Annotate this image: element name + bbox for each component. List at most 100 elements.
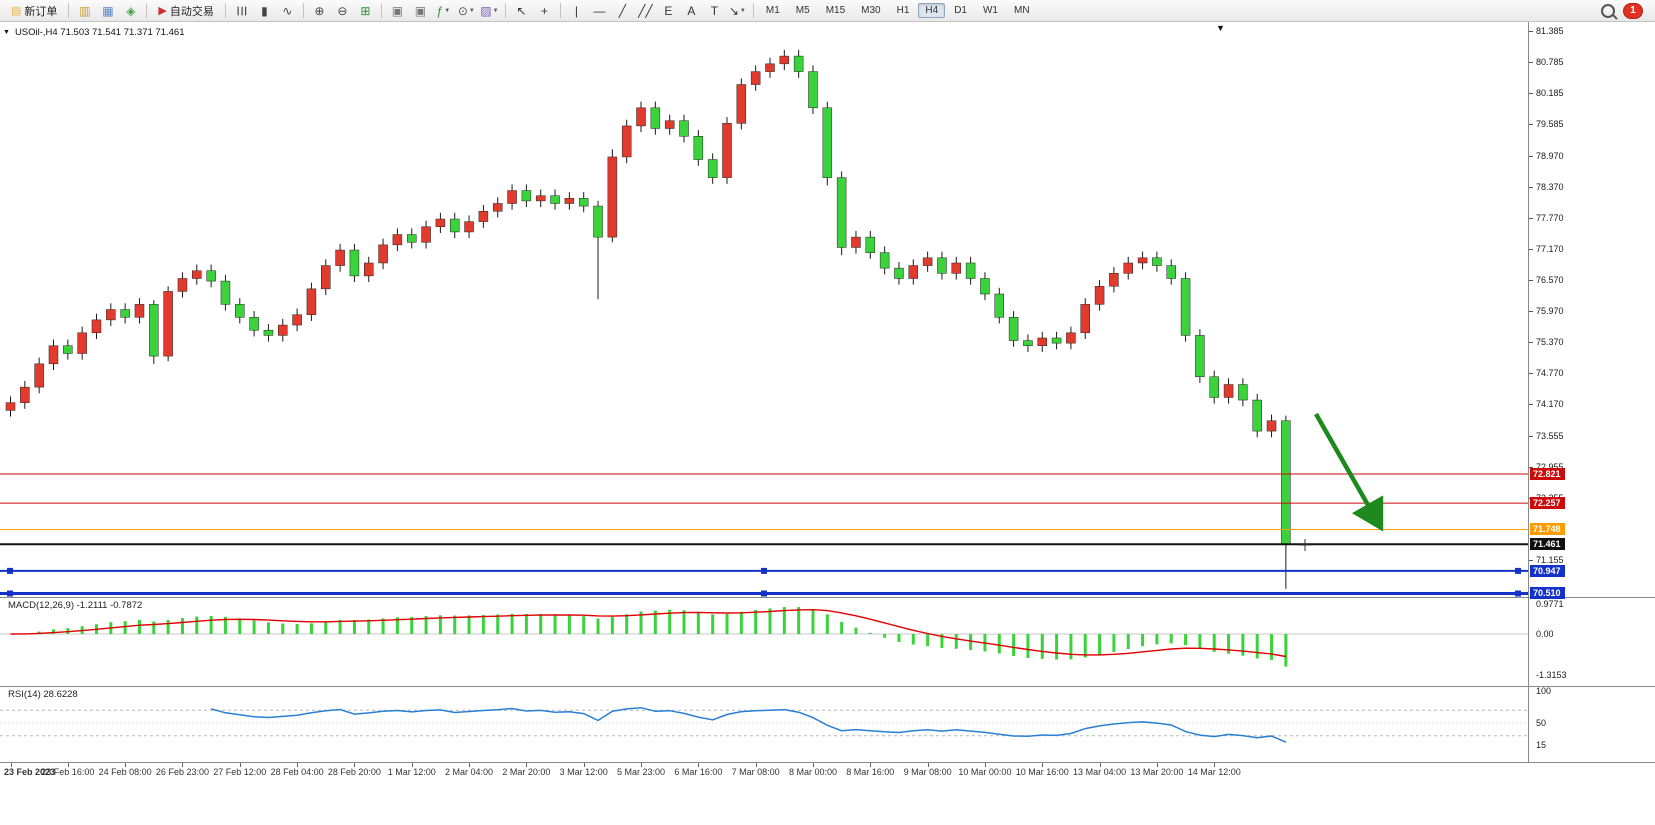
candle [1180, 278, 1191, 336]
templates-dropdown-icon[interactable]: ▼ [492, 7, 499, 14]
line-handle[interactable] [7, 567, 13, 574]
timeframe-h1[interactable]: H1 [896, 5, 910, 16]
horizontal-line-icon[interactable]: — [593, 3, 606, 18]
timeframe-mn[interactable]: MN [1013, 5, 1030, 16]
candle [335, 249, 345, 266]
time-axis-label: 14 Mar 12:00 [1187, 767, 1241, 777]
time-axis-tick [812, 763, 814, 767]
time-axis-label: 6 Mar 16:00 [674, 767, 723, 777]
price-axis[interactable]: 81.385 80.785 80.185 79.585 78.970 78.370 77.7… [1529, 22, 1655, 763]
periods-icon[interactable]: ⊙ ▼ [457, 3, 475, 18]
candle [621, 125, 632, 158]
text-icon[interactable]: A [687, 3, 696, 18]
chart-menu-icon[interactable]: ▼ [3, 29, 10, 36]
toolbar-separator [559, 3, 561, 18]
candle [1223, 384, 1234, 398]
candle [808, 71, 818, 109]
trendline-icon[interactable]: ╱ [618, 3, 626, 18]
crosshair-icon[interactable]: + [540, 3, 548, 18]
line-handle[interactable] [761, 567, 767, 574]
templates-icon[interactable]: ▨ ▼ [480, 3, 499, 18]
timeframe-m1[interactable]: M1 [765, 5, 780, 16]
macd-axis-label: 0.9771 [1536, 598, 1564, 609]
time-axis-tick [526, 763, 528, 767]
rsi-canvas[interactable] [0, 687, 1528, 762]
candle [364, 262, 374, 277]
zoom-out-icon[interactable]: ⊖ [337, 3, 348, 18]
panel-splitter-macd[interactable] [0, 597, 1655, 598]
panel-splitter-rsi[interactable] [0, 686, 1655, 687]
bar-chart-icon[interactable]: ☰ [234, 5, 249, 16]
line-handle[interactable] [761, 590, 767, 597]
new-order-button[interactable]: ▤ 新订单 [11, 5, 58, 18]
time-axis-label: 24 Feb 08:00 [98, 767, 152, 777]
periods-dropdown-icon[interactable]: ▼ [468, 7, 475, 14]
time-axis-label: 10 Mar 00:00 [958, 767, 1012, 777]
macd-canvas[interactable] [0, 598, 1528, 686]
line-handle[interactable] [7, 590, 13, 597]
chart-window[interactable]: ▼ USOil-,H4 71.503 71.541 71.371 71.461 … [0, 22, 1655, 825]
time-axis-label: 26 Feb 23:00 [155, 767, 209, 777]
timeframe-m30[interactable]: M30 [861, 5, 881, 16]
zoom-in-icon[interactable]: ⊕ [314, 3, 325, 18]
price-axis-tick [1529, 280, 1533, 282]
arrange-windows-icon[interactable]: ▣ [414, 3, 427, 18]
line-handle[interactable] [1515, 567, 1521, 574]
line-chart-icon[interactable]: ∿ [282, 3, 293, 18]
cursor-icon[interactable]: ↖ [516, 3, 527, 18]
candle [550, 195, 560, 204]
time-axis-tick [698, 763, 700, 767]
candle [1109, 273, 1119, 287]
toolbar-buttons: ▤ 新订单 ▥ ▦ ◈ ▶ 自动交易 ☰ ▮ ∿ ⊕ ⊖ ⊞ ▣ ▣ ƒ ▼ ⊙ ▼ ▨ ▼ ↖ + | — ╱ ╱╱ E A T ↘ ▼ M1… [4, 0, 1038, 21]
candlestick-chart-icon[interactable]: ▮ [261, 3, 268, 18]
candle [1137, 257, 1148, 264]
candle [578, 198, 589, 207]
market-watch-icon[interactable]: ▥ [79, 3, 91, 18]
main-chart-canvas[interactable] [0, 22, 1528, 597]
search-icon[interactable] [1601, 3, 1615, 18]
rsi-axis-label: 100 [1536, 686, 1552, 696]
candle [5, 402, 16, 411]
time-axis[interactable]: 23 Feb 2023 23 Feb 16:00 24 Feb 08:00 26 Fe… [0, 763, 1528, 783]
timeframe-h4[interactable]: H4 [918, 3, 946, 18]
indicators-icon[interactable]: ƒ ▼ [436, 3, 451, 18]
candle [593, 205, 603, 238]
tile-windows-icon[interactable]: ⊞ [360, 3, 371, 18]
candle [206, 270, 216, 282]
data-window-icon[interactable]: ▦ [102, 3, 114, 18]
candle [177, 278, 188, 292]
macd-axis-label: 0.00 [1536, 629, 1554, 639]
timeframe-m15[interactable]: M15 [825, 5, 846, 16]
timeframe-d1[interactable]: D1 [954, 5, 967, 16]
candle [421, 226, 431, 243]
toolbar-separator [302, 3, 304, 18]
timeframe-w1[interactable]: W1 [982, 5, 998, 16]
price-axis-tick [1529, 124, 1533, 126]
equidistant-channel-icon[interactable]: ╱╱ [638, 3, 653, 18]
notification-badge[interactable]: 1 [1623, 2, 1643, 19]
fibonacci-icon[interactable]: E [664, 3, 673, 18]
chart-shift-icon[interactable]: ▼ [1216, 23, 1225, 33]
candle [1023, 340, 1033, 346]
candle [378, 244, 388, 264]
timeframe-m5[interactable]: M5 [795, 5, 810, 16]
price-axis-label: 75.370 [1536, 337, 1564, 348]
arrows-dropdown-icon[interactable]: ▼ [739, 7, 746, 14]
cascade-windows-icon[interactable]: ▣ [391, 3, 404, 18]
panel-splitter-time [0, 762, 1655, 763]
navigator-icon[interactable]: ◈ [126, 3, 136, 18]
candle [263, 329, 274, 336]
indicators-dropdown-icon[interactable]: ▼ [444, 7, 451, 14]
candle [679, 120, 689, 137]
line-handle[interactable] [1515, 590, 1521, 597]
candle [120, 309, 130, 318]
vertical-line-icon[interactable]: | [574, 3, 578, 18]
candle [464, 221, 474, 233]
text-label-icon[interactable]: T [710, 3, 719, 18]
arrows-icon[interactable]: ↘ ▼ [728, 3, 746, 18]
candle [1281, 420, 1291, 545]
autotrading-button[interactable]: ▶ 自动交易 [158, 5, 214, 18]
down-arrow-annotation[interactable] [1314, 412, 1384, 532]
time-axis-label: 27 Feb 12:00 [213, 767, 267, 777]
time-axis-tick [583, 763, 585, 767]
